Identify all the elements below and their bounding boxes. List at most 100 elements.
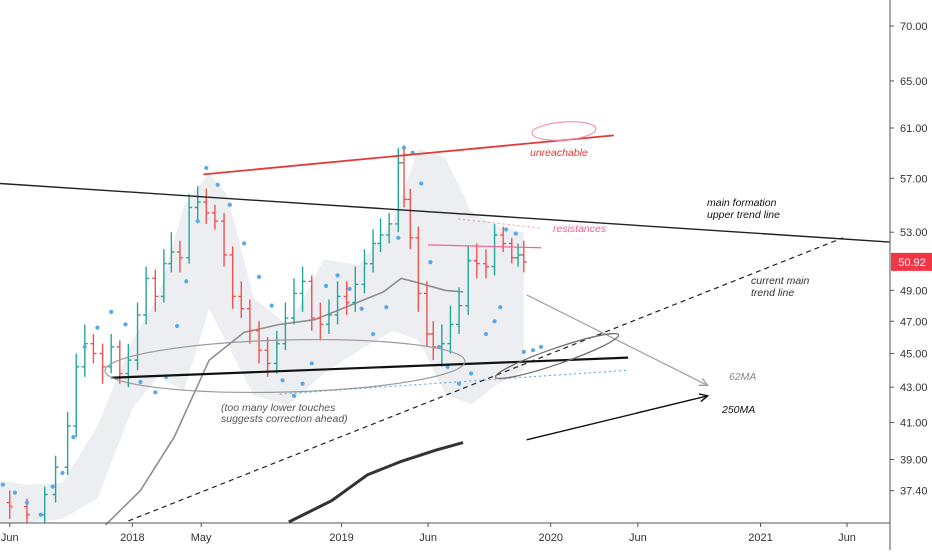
price-bar: [256, 321, 263, 364]
price-bar: [221, 212, 228, 267]
price-bar: [273, 330, 280, 374]
annotation-main-formation-2: upper trend line: [707, 209, 780, 221]
sar-dot: [82, 344, 87, 350]
price-bar: [6, 490, 13, 519]
x-tick-label: Jun: [838, 532, 856, 544]
price-bar: [520, 240, 527, 273]
price-bar: [447, 305, 454, 354]
y-tick-label: 65.00: [900, 76, 928, 88]
sar-dot: [195, 219, 200, 224]
price-bar: [90, 333, 97, 364]
price-bar: [290, 278, 297, 325]
x-tick-label: May: [191, 532, 212, 544]
price-bar: [186, 194, 193, 264]
annotation-main-formation: main formation: [707, 197, 777, 209]
price-bar: [500, 226, 507, 253]
price-bar: [325, 299, 332, 334]
price-bar: [125, 343, 132, 388]
sar-dot: [109, 309, 114, 314]
sar-dot: [335, 273, 340, 278]
price-bar: [334, 281, 341, 325]
price-bar: [395, 147, 402, 233]
sar-dot: [95, 325, 100, 330]
price-bar: [211, 204, 218, 230]
price-bar: [143, 266, 150, 325]
y-tick-label: 37.40: [900, 486, 928, 498]
y-tick-label: 47.00: [900, 316, 928, 328]
x-tick-label: Jun: [629, 532, 647, 544]
price-bar: [465, 246, 472, 315]
sar-dot: [530, 348, 536, 353]
price-bar: [99, 343, 106, 384]
price-bar: [415, 226, 422, 312]
sar-dot: [184, 279, 189, 284]
price-bar: [308, 275, 315, 331]
sar-dot: [370, 331, 376, 337]
x-tick-label: 2021: [748, 532, 772, 544]
price-bar: [370, 229, 377, 273]
annotation-current-main-2: trend line: [751, 287, 794, 299]
sar-dot: [153, 390, 158, 395]
sar-dot: [242, 241, 247, 246]
sar-dot: [71, 434, 76, 440]
sar-dot: [483, 331, 489, 337]
x-tick-label: 2019: [329, 532, 353, 544]
price-bar: [386, 212, 393, 244]
annotation-250ma: 250MA: [721, 404, 755, 416]
sar-dot: [347, 286, 352, 291]
last-price-label: 50.92: [898, 257, 926, 269]
sar-dot: [280, 378, 285, 383]
price-bar: [203, 188, 210, 224]
sar-dot: [0, 482, 5, 487]
price-bar: [264, 337, 271, 377]
sar-dot: [138, 379, 143, 385]
price-bar: [168, 232, 175, 273]
sar-dot: [174, 323, 180, 329]
y-tick-label: 70.00: [900, 21, 928, 33]
sar-dot: [359, 306, 364, 311]
sar-dot: [513, 231, 518, 236]
price-bar: [160, 249, 167, 303]
lower-touches-ellipse: [104, 338, 466, 394]
price-bar: [246, 299, 253, 344]
annotation-62ma: 62MA: [729, 371, 756, 383]
sar-dot: [309, 361, 314, 366]
sar-dot: [227, 202, 232, 207]
price-bar: [152, 269, 159, 312]
sar-dot: [384, 305, 389, 310]
sar-dot: [538, 344, 544, 350]
breakdown-ellipse: [494, 332, 620, 380]
x-tick-label: 2020: [538, 532, 562, 544]
bollinger-band-area: [0, 149, 524, 523]
sar-dot: [123, 322, 128, 327]
price-bar: [229, 246, 236, 309]
ma250-line: [288, 441, 464, 524]
sar-dot: [50, 484, 55, 489]
current-main-trend-line: [128, 237, 844, 522]
blue-dotted-line: [279, 369, 629, 395]
price-bar: [108, 333, 115, 374]
x-tick-label: Jun: [419, 532, 437, 544]
price-bar: [456, 287, 463, 334]
annotation-lower-touches: (too many lower touches: [221, 402, 336, 414]
y-tick-label: 57.00: [900, 173, 928, 185]
resistance-dotted-line: [457, 218, 541, 229]
y-tick-label: 43.00: [900, 382, 928, 394]
y-tick-label: 45.00: [900, 348, 928, 360]
sar-dot: [38, 512, 43, 517]
price-bar: [317, 302, 324, 341]
sar-dot: [60, 470, 65, 476]
sar-dot: [323, 283, 329, 288]
sar-dot: [12, 490, 18, 495]
x-tick-label: 2018: [120, 532, 144, 544]
last-price-badge: [891, 252, 932, 271]
price-bar: [423, 281, 430, 347]
price-bar: [134, 302, 141, 371]
price-bar: [176, 240, 183, 273]
sar-dot: [468, 371, 474, 376]
sar-dot: [291, 393, 297, 398]
sar-dot: [498, 305, 503, 310]
sar-dot: [300, 381, 305, 386]
